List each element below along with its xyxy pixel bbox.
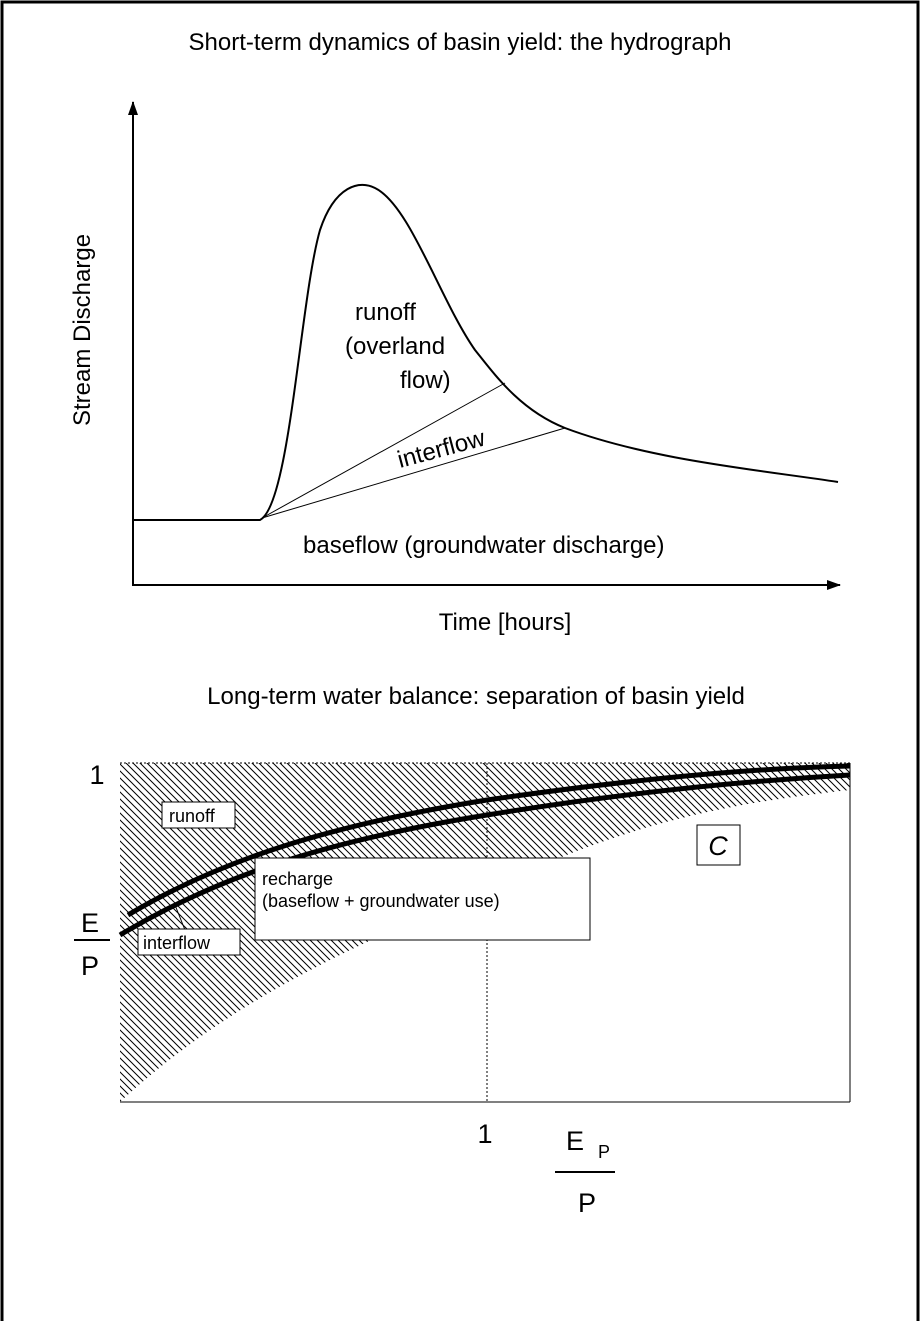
separation-line (261, 427, 566, 519)
x-label-numerator: E (566, 1126, 584, 1156)
label-recharge: recharge (262, 869, 333, 889)
x-axis-label: Time [hours] (439, 609, 571, 636)
y-axis-label: Stream Discharge (69, 234, 96, 426)
y-label-numerator: E (81, 908, 99, 938)
x-label-subscript: P (598, 1142, 610, 1162)
separation-line (261, 382, 506, 519)
runoff-curve (126, 763, 851, 918)
label-interflow: interflow (143, 933, 211, 953)
label-recharge: (baseflow + groundwater use) (262, 891, 500, 911)
label-interflow: interflow (395, 424, 489, 473)
hydrograph (133, 183, 839, 521)
top-title: Short-term dynamics of basin yield: the … (189, 29, 732, 56)
label-runoff: flow) (400, 367, 451, 394)
recharge-curve (118, 772, 851, 938)
label-box (137, 928, 241, 956)
label-box (254, 857, 591, 941)
hatched-area (120, 763, 850, 1102)
label-baseflow: baseflow (groundwater discharge) (303, 532, 665, 559)
x-label-denominator: P (578, 1188, 596, 1218)
label-runoff: runoff (169, 806, 216, 826)
label-runoff: runoff (355, 299, 416, 326)
bottom-title: Long-term water balance: separation of b… (207, 683, 745, 710)
x-tick: 1 (477, 1119, 492, 1149)
y-tick: 1 (89, 760, 104, 790)
label-box (696, 824, 741, 866)
y-label-denominator: P (81, 951, 99, 981)
pointer (174, 904, 186, 931)
label-c: C (708, 831, 728, 861)
label-box (161, 801, 236, 829)
label-runoff: (overland (345, 333, 445, 360)
